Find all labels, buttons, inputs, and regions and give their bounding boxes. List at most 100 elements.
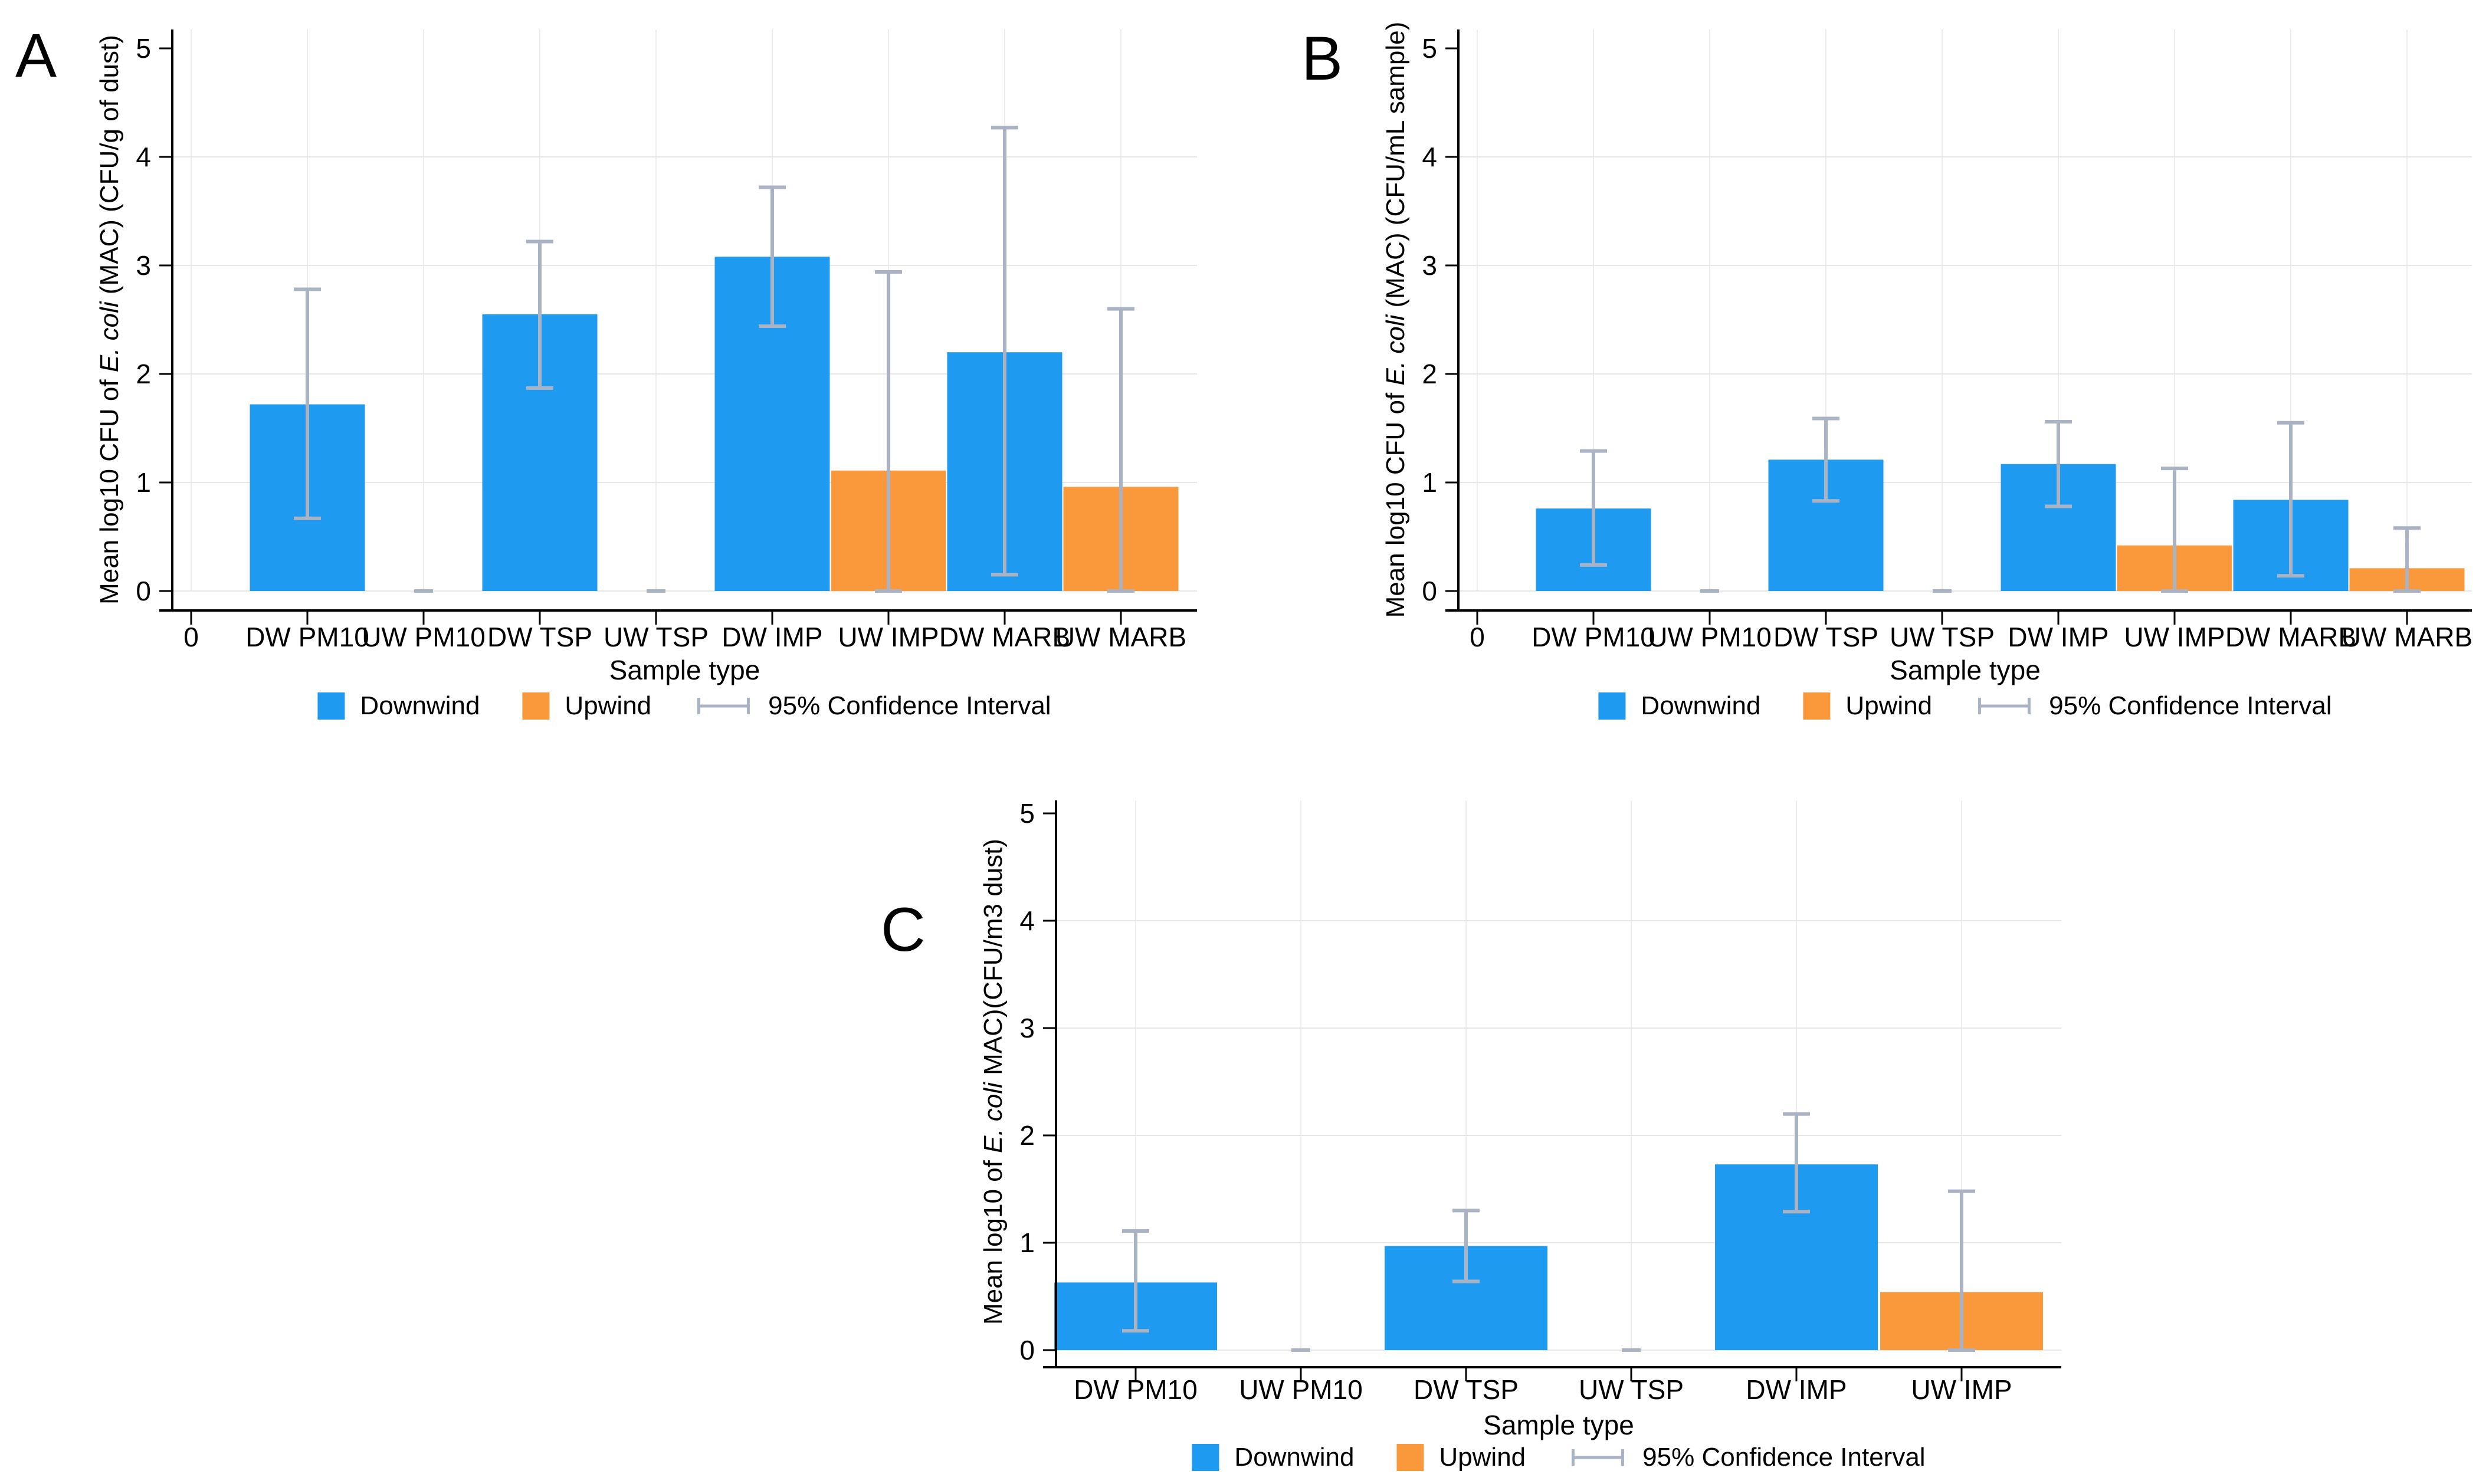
y-tick-label: 0 — [1422, 576, 1437, 606]
downwind-swatch-icon — [1192, 1444, 1219, 1471]
ci-dw-tsp — [1812, 416, 1839, 503]
panel-letter-c: C — [881, 895, 926, 964]
legend-label-downwind: Downwind — [1641, 691, 1761, 720]
ci-dw-pm10 — [1580, 449, 1607, 567]
y-tick-label: 1 — [1422, 467, 1437, 498]
y-tick-label: 2 — [1422, 359, 1437, 389]
ci-uw-imp — [875, 270, 902, 593]
y-tick-label: 3 — [1019, 1013, 1035, 1043]
upwind-swatch-icon — [1396, 1444, 1424, 1471]
legend-item-ci: 95% Confidence Interval — [694, 691, 1051, 721]
x-category-label: UW TSP — [1890, 622, 1995, 652]
ci-dw-imp — [1783, 1112, 1810, 1214]
legend-label-ci: 95% Confidence Interval — [768, 691, 1051, 720]
ci-dw-marb — [2277, 421, 2304, 578]
ci-dw-tsp — [1452, 1209, 1480, 1283]
legend-item-downwind: Downwind — [1598, 691, 1760, 721]
y-axis-title: Mean log10 CFU of E. coli (MAC) (CFU/g o… — [95, 35, 124, 605]
y-tick-label: 5 — [1019, 798, 1035, 829]
y-tick-label: 4 — [1422, 142, 1437, 172]
panel-letter-a: A — [15, 21, 57, 90]
legend-item-ci: 95% Confidence Interval — [1568, 1443, 1926, 1472]
x-category-label: UW TSP — [1579, 1374, 1684, 1405]
legend-item-downwind: Downwind — [1192, 1443, 1354, 1472]
y-axis-title: Mean log10 CFU of E. coli (MAC) (CFU/mL … — [1381, 22, 1410, 618]
legend-item-upwind: Upwind — [522, 691, 651, 721]
ci-dw-imp — [2045, 419, 2072, 508]
y-tick-label: 2 — [1019, 1120, 1035, 1151]
legend-label-downwind: Downwind — [360, 691, 480, 720]
y-tick-label: 3 — [136, 250, 151, 281]
legend-label-downwind: Downwind — [1234, 1443, 1355, 1472]
y-tick-label: 5 — [136, 33, 151, 64]
ci-uw-marb — [1107, 307, 1134, 593]
upwind-swatch-icon — [522, 692, 550, 720]
ci-dw-imp — [759, 185, 786, 329]
legend-item-ci: 95% Confidence Interval — [1975, 691, 2332, 721]
y-tick-label: 4 — [1019, 905, 1035, 936]
x-axis-title: Sample type — [1483, 1410, 1634, 1440]
x-category-label: DW PM10 — [1074, 1374, 1198, 1405]
legend-item-upwind: Upwind — [1396, 1443, 1526, 1472]
legend-panel-b: Downwind Upwind 95% Confidence Interval — [1598, 691, 2332, 721]
downwind-swatch-icon — [1598, 692, 1626, 720]
ci-dw-tsp — [526, 239, 553, 390]
x-axis-title: Sample type — [609, 655, 760, 685]
legend-label-upwind: Upwind — [565, 691, 652, 720]
panel-letter-b: B — [1301, 24, 1343, 93]
x-category-label: UW MARB — [1055, 622, 1186, 652]
ci-uw-marb — [2393, 526, 2421, 593]
y-axis-title: Mean log10 of E. coli MAC)(CFU/m3 dust) — [979, 839, 1008, 1325]
x-category-label: DW TSP — [487, 622, 592, 652]
x-category-label: 0 — [183, 622, 199, 652]
x-category-label: DW PM10 — [1532, 622, 1655, 652]
legend-item-upwind: Upwind — [1803, 691, 1932, 721]
x-category-label: DW IMP — [2008, 622, 2108, 652]
confidence-interval-icon — [697, 698, 750, 714]
x-category-label: DW PM10 — [245, 622, 369, 652]
y-tick-label: 5 — [1422, 33, 1437, 64]
x-category-label: DW IMP — [1746, 1374, 1847, 1405]
legend-item-downwind: Downwind — [317, 691, 480, 721]
y-tick-label: 3 — [1422, 250, 1437, 281]
x-category-label: UW IMP — [2124, 622, 2225, 652]
x-category-label: DW TSP — [1773, 622, 1878, 652]
y-tick-label: 1 — [1019, 1227, 1035, 1258]
y-tick-label: 0 — [1019, 1335, 1035, 1365]
confidence-interval-icon — [1978, 698, 2031, 714]
x-category-label: UW PM10 — [1239, 1374, 1363, 1405]
legend-label-upwind: Upwind — [1845, 691, 1933, 720]
x-category-label: UW IMP — [838, 622, 939, 652]
legend-label-upwind: Upwind — [1439, 1443, 1526, 1472]
upwind-swatch-icon — [1803, 692, 1831, 720]
legend-panel-a: Downwind Upwind 95% Confidence Interval — [317, 691, 1051, 721]
downwind-swatch-icon — [317, 692, 345, 720]
legend-label-ci: 95% Confidence Interval — [2049, 691, 2332, 720]
confidence-interval-icon — [1571, 1449, 1624, 1466]
x-category-label: UW MARB — [2342, 622, 2472, 652]
ci-uw-imp — [2161, 467, 2188, 593]
x-category-label: DW MARB — [2225, 622, 2356, 652]
legend-label-ci: 95% Confidence Interval — [1642, 1443, 1926, 1472]
x-axis-title: Sample type — [1890, 655, 2041, 685]
x-category-label: DW MARB — [939, 622, 1070, 652]
x-category-label: DW IMP — [722, 622, 822, 652]
y-tick-label: 2 — [136, 359, 151, 389]
ci-dw-pm10 — [1122, 1229, 1149, 1333]
x-category-label: UW PM10 — [362, 622, 486, 652]
legend-panel-c: Downwind Upwind 95% Confidence Interval — [1192, 1443, 1926, 1472]
x-category-label: 0 — [1470, 622, 1485, 652]
ci-dw-pm10 — [294, 287, 321, 520]
ci-uw-imp — [1948, 1189, 1975, 1352]
x-category-label: UW TSP — [604, 622, 709, 652]
y-tick-label: 0 — [136, 576, 151, 606]
panel-C: 0 1 2 3 4 5 DW PM10 UW PM10 DW TSP UW TSP DW IMP UW… — [881, 798, 2061, 1440]
y-tick-label: 1 — [136, 467, 151, 498]
x-category-label: UW PM10 — [1648, 622, 1772, 652]
y-tick-label: 4 — [136, 142, 151, 172]
x-category-label: UW IMP — [1911, 1374, 2012, 1405]
ci-dw-marb — [991, 126, 1018, 577]
